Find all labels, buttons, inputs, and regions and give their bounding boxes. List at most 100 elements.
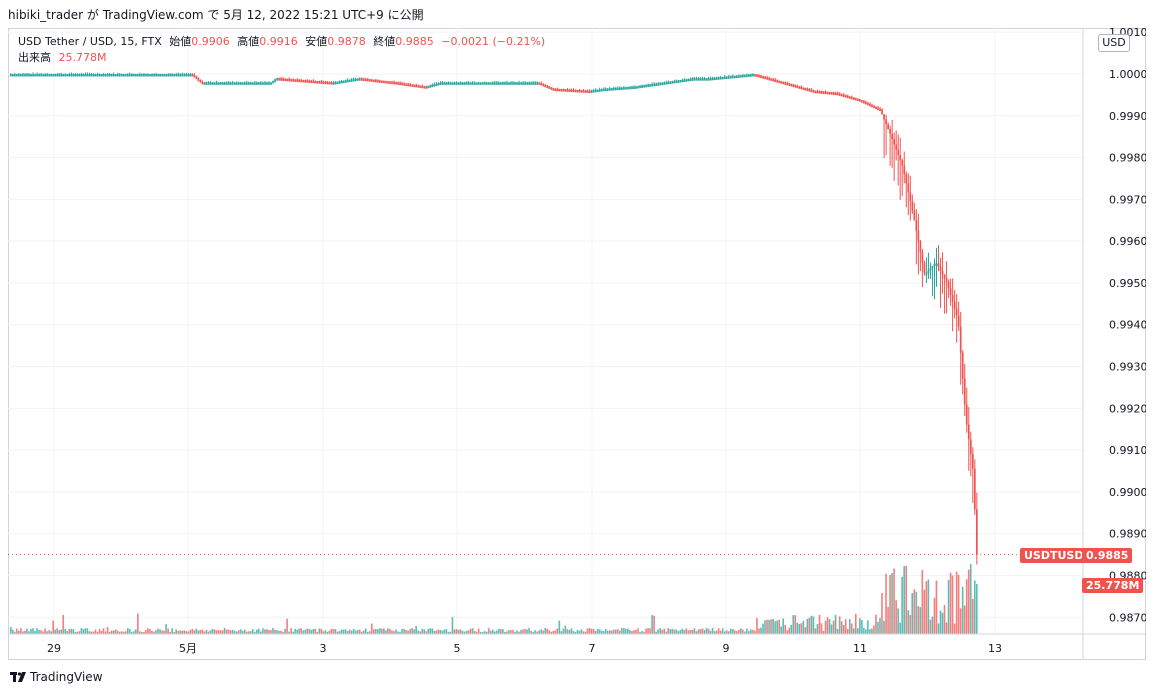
candle-body xyxy=(947,282,950,289)
volume-bar xyxy=(207,631,210,634)
volume-bar xyxy=(153,631,155,634)
volume-bar xyxy=(211,628,214,634)
candle-body xyxy=(94,73,97,77)
candle-body xyxy=(909,192,912,202)
last-price-tag: 0.9885 xyxy=(1082,548,1133,563)
candle-body xyxy=(816,90,819,94)
volume-bar xyxy=(810,615,813,634)
volume-bar xyxy=(788,627,791,634)
candle-body xyxy=(584,90,587,93)
candle-body xyxy=(836,92,839,96)
candle-body xyxy=(871,104,873,108)
volume-bar xyxy=(857,628,859,634)
volume-bar xyxy=(975,584,978,634)
volume-bar xyxy=(838,616,841,634)
brand[interactable]: TradingView xyxy=(10,670,103,684)
candle-body xyxy=(256,82,258,85)
candle-body xyxy=(752,74,754,77)
currency-button[interactable]: USD xyxy=(1098,34,1130,52)
volume-bar xyxy=(427,628,430,634)
candle-body xyxy=(570,89,573,93)
candle-body xyxy=(592,90,595,93)
candle-body xyxy=(863,101,865,104)
volume-bar xyxy=(60,629,63,634)
candle-body xyxy=(181,73,184,77)
volume-bar xyxy=(606,630,609,634)
candle-body xyxy=(243,82,246,85)
volume-bar xyxy=(951,575,954,634)
volume-tag: 25.778M xyxy=(1082,578,1144,593)
candle-body xyxy=(52,73,55,77)
volume-bar xyxy=(758,628,760,634)
candle-body xyxy=(270,82,272,85)
candle-body xyxy=(116,73,119,77)
volume-bar xyxy=(544,628,547,634)
chart-frame xyxy=(8,28,1146,660)
volume-bar xyxy=(175,629,177,634)
candle-body xyxy=(338,81,341,84)
candle-body xyxy=(227,82,230,85)
candle-body xyxy=(239,82,242,85)
volume-bar xyxy=(715,630,718,634)
time-axis: 29 5月 3 5 7 9 11 13 xyxy=(8,633,1146,655)
candle-body xyxy=(14,73,16,77)
publish-line: hibiki_trader が TradingView.com で 5月 12,… xyxy=(8,8,424,22)
candle-body xyxy=(20,73,22,77)
volume-bar xyxy=(621,628,623,634)
candle-body xyxy=(540,83,543,86)
volume-bar xyxy=(598,629,601,634)
candle-body xyxy=(80,73,83,77)
candle-body xyxy=(366,78,369,82)
volume-bar xyxy=(649,628,651,634)
candle-body xyxy=(389,81,391,84)
candle-body xyxy=(889,129,891,135)
volume-bar xyxy=(826,617,829,634)
low-label: 安値 xyxy=(305,35,328,48)
volume-bar xyxy=(469,628,472,634)
volume-bar xyxy=(415,626,417,634)
volume-bar xyxy=(491,629,494,634)
candle-body xyxy=(877,107,879,111)
candle-body xyxy=(32,73,34,77)
candle-body xyxy=(548,86,551,89)
volume-bar xyxy=(473,631,476,634)
candle-body xyxy=(340,80,343,84)
candle-body xyxy=(346,79,349,83)
candle-body xyxy=(802,87,805,90)
volume-bar xyxy=(449,631,452,634)
candle-body xyxy=(387,81,389,84)
candle-body xyxy=(865,101,867,105)
candle-body xyxy=(782,81,785,85)
candle-body xyxy=(18,73,20,77)
volume-bar xyxy=(356,630,359,634)
volume-bar xyxy=(790,625,793,634)
candle-body xyxy=(173,73,176,77)
volume-bar xyxy=(542,630,544,634)
volume-bar xyxy=(600,630,603,634)
candle-body xyxy=(153,73,155,77)
candle-body xyxy=(320,81,323,84)
symbol-label[interactable]: USD Tether / USD, 15, FTX xyxy=(18,35,162,48)
volume-bar xyxy=(639,631,641,634)
volume-bar xyxy=(641,630,643,634)
volume-bar xyxy=(820,623,823,634)
volume-bar xyxy=(760,627,762,634)
time-tick-label: 9 xyxy=(723,642,730,655)
price-tick-label: 0.9870 xyxy=(1109,611,1146,624)
candle-body xyxy=(500,82,502,85)
volume-bar xyxy=(330,628,333,634)
price-tick-label: 0.9920 xyxy=(1109,402,1146,415)
volume-bar xyxy=(905,565,907,634)
volume-bar xyxy=(596,628,599,634)
volume-label: 出来高 xyxy=(18,51,51,64)
candle-body xyxy=(903,165,906,175)
volume-bar xyxy=(590,628,593,634)
candle-body xyxy=(615,87,617,91)
price-chart[interactable]: 1.0010 1.0000 0.9990 0.9980 0.9970 0.9960 0.99… xyxy=(8,28,1146,660)
volume-bar xyxy=(306,628,309,634)
volume-bar xyxy=(865,629,867,634)
volume-bar xyxy=(796,622,799,634)
candle-body xyxy=(596,89,599,93)
candle-body xyxy=(633,86,635,90)
volume-bar xyxy=(14,631,16,634)
